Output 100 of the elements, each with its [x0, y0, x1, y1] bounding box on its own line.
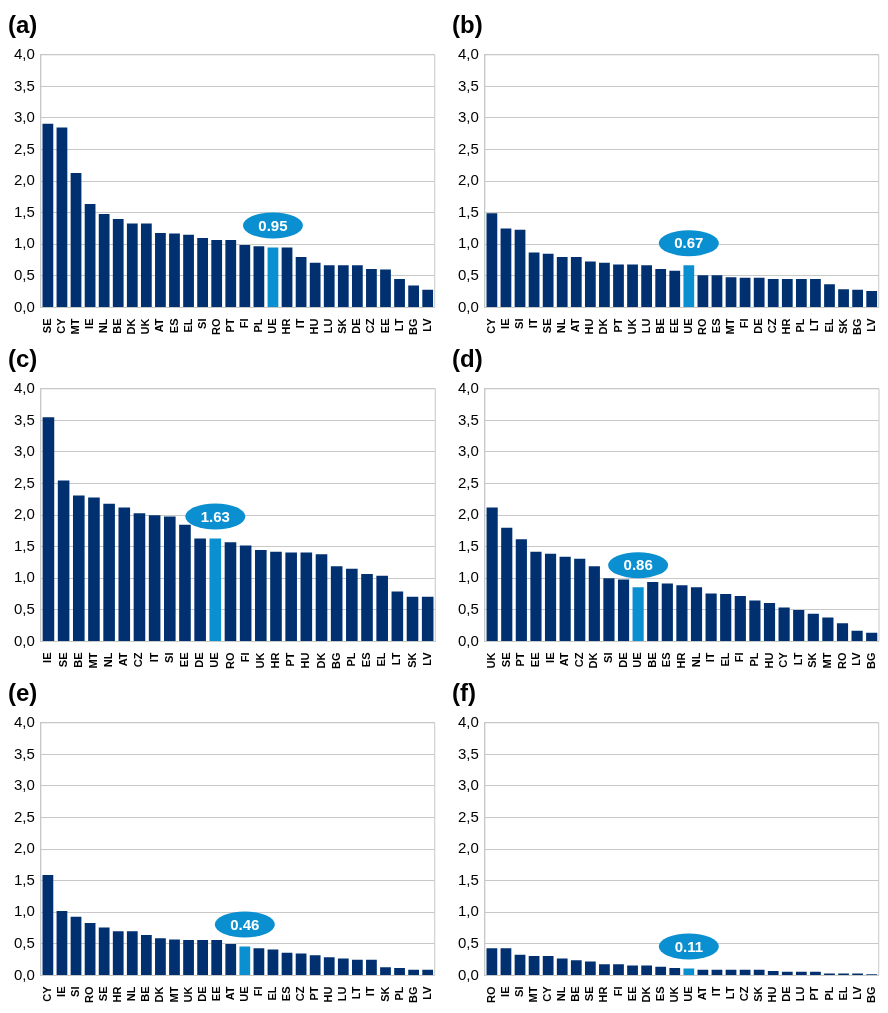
bar	[140, 223, 152, 307]
bar	[838, 289, 849, 307]
bar	[211, 239, 223, 307]
bar	[72, 495, 85, 641]
bar	[530, 551, 542, 641]
y-tick-label: 0,5	[13, 266, 35, 284]
bar	[739, 277, 751, 307]
bar	[725, 277, 737, 307]
bar	[781, 279, 793, 307]
bar	[112, 931, 124, 975]
bar	[253, 948, 265, 975]
y-tick-label: 3,5	[13, 744, 35, 762]
x-tick-label: SE	[56, 652, 69, 668]
bar	[763, 602, 776, 641]
x-tick-label: UK	[485, 652, 498, 669]
bar	[584, 961, 596, 975]
bar	[309, 262, 321, 307]
y-tick-label: 2,5	[13, 473, 35, 491]
x-tick-label: PT	[284, 652, 297, 667]
bar	[239, 244, 251, 307]
x-tick-label: LT	[808, 318, 821, 332]
x-tick-label: PL	[794, 318, 807, 333]
bar	[588, 566, 600, 641]
y-tick-label: 0,5	[457, 934, 479, 952]
bar	[810, 971, 821, 975]
x-tick-label: DE	[193, 652, 206, 668]
x-tick-label: BE	[569, 986, 582, 1002]
bar	[330, 566, 343, 641]
x-tick-label: SE	[97, 986, 110, 1002]
data-label: 0.86	[623, 556, 653, 574]
bar	[753, 277, 765, 307]
x-tick-label: PT	[514, 652, 527, 667]
y-tick-label: 0,0	[457, 965, 479, 983]
x-tick-label: IE	[41, 652, 54, 663]
x-tick-label: IE	[498, 986, 511, 997]
y-tick-label: 1,5	[457, 536, 479, 554]
x-tick-label: NL	[125, 986, 138, 1002]
data-label: 0.95	[258, 216, 288, 234]
x-tick-label: SI	[162, 652, 175, 663]
bar	[391, 591, 404, 641]
bar	[822, 617, 834, 641]
x-tick-label: UE	[681, 318, 694, 334]
y-tick-label: 2,5	[457, 139, 479, 157]
x-tick-label: CY	[541, 985, 554, 1002]
x-tick-label: DK	[125, 318, 138, 335]
x-tick-label: UK	[253, 652, 266, 669]
x-tick-label: AT	[117, 652, 130, 667]
x-tick-label: IT	[704, 652, 717, 663]
x-tick-label: LV	[420, 317, 433, 332]
x-tick-label: MT	[86, 652, 99, 669]
x-tick-label: LT	[791, 652, 804, 666]
x-tick-label: ES	[280, 986, 293, 1002]
bar	[197, 238, 208, 307]
bar	[281, 247, 293, 307]
x-tick-label: IE	[543, 652, 556, 663]
bar	[486, 948, 498, 975]
y-tick-label: 2,0	[457, 839, 479, 857]
bar	[295, 256, 307, 307]
bar	[255, 549, 267, 641]
bar	[617, 579, 630, 641]
bar	[515, 539, 527, 641]
x-tick-label: LT	[390, 652, 403, 666]
bar	[309, 955, 321, 975]
x-tick-label: RO	[835, 652, 848, 669]
y-tick-label: 0,0	[457, 631, 479, 649]
x-tick-label: NL	[555, 318, 568, 334]
x-tick-label: SE	[40, 318, 53, 334]
bar	[556, 958, 568, 975]
bar	[570, 960, 582, 975]
bar	[300, 552, 313, 641]
x-tick-label: EL	[181, 318, 194, 333]
y-tick-label: 3,5	[457, 744, 479, 762]
bar	[323, 957, 335, 975]
x-tick-label: CZ	[766, 318, 779, 334]
x-tick-label: DE	[195, 986, 208, 1002]
bar	[140, 935, 152, 975]
x-tick-label: SK	[405, 652, 418, 668]
bar	[866, 632, 878, 641]
x-tick-label: SE	[583, 986, 596, 1002]
x-tick-label: EE	[528, 652, 541, 668]
x-tick-label: AT	[569, 318, 582, 333]
bar	[323, 265, 335, 307]
data-label: 0.11	[674, 937, 704, 955]
bar	[613, 264, 624, 307]
y-tick-label: 3,5	[13, 410, 35, 428]
x-tick-label: BE	[111, 318, 124, 334]
bar	[118, 507, 131, 641]
bar	[697, 275, 709, 307]
bar	[627, 264, 638, 307]
x-tick-label: DK	[153, 986, 166, 1003]
y-tick-label: 4,0	[457, 378, 479, 396]
bar	[209, 538, 222, 641]
bar	[669, 270, 681, 307]
bar	[98, 927, 110, 975]
bar	[366, 268, 377, 307]
x-tick-label: SI	[69, 986, 82, 997]
bar	[514, 229, 526, 307]
y-tick-label: 1,0	[457, 234, 479, 252]
bar	[281, 952, 293, 975]
bar	[253, 246, 265, 307]
